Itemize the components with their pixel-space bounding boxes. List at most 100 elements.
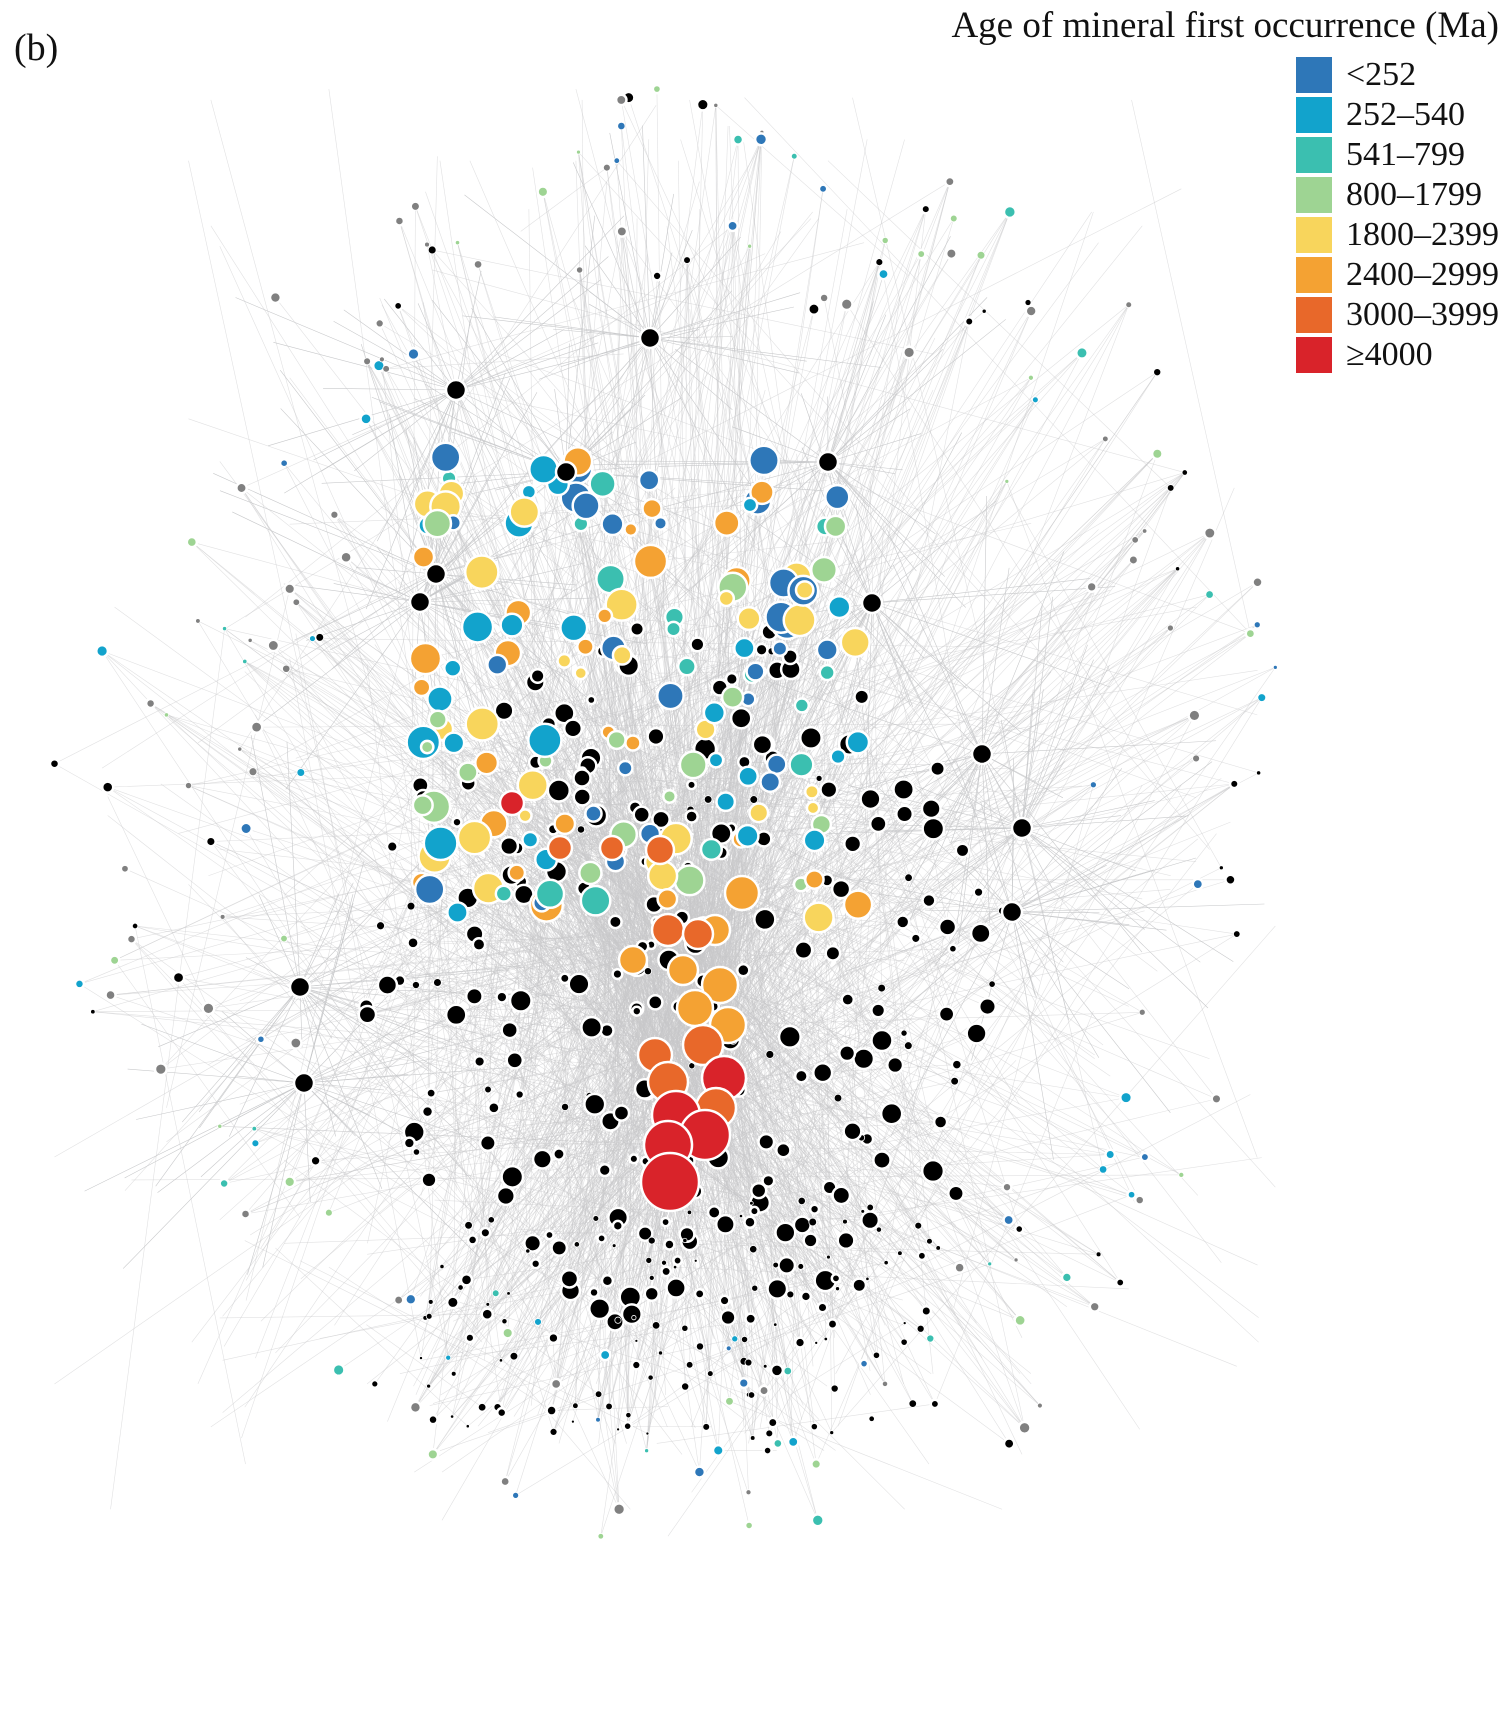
network-node	[1134, 1194, 1146, 1206]
network-edge	[494, 316, 651, 339]
network-node	[757, 1132, 776, 1151]
network-node	[725, 1397, 734, 1406]
network-node	[509, 1351, 519, 1361]
network-node	[693, 1287, 706, 1300]
network-node	[144, 697, 157, 710]
network-node	[643, 967, 652, 976]
network-node	[866, 1203, 874, 1212]
network-edge	[252, 771, 706, 1136]
network-edge	[157, 1082, 305, 1193]
network-node	[463, 554, 500, 591]
network-node	[411, 794, 434, 817]
network-node	[820, 293, 829, 302]
network-edge	[980, 801, 1013, 913]
network-node	[412, 1148, 421, 1156]
network-node	[830, 878, 852, 900]
network-node	[217, 1123, 223, 1129]
network-edge	[427, 377, 1032, 1258]
network-edge	[616, 160, 1210, 850]
network-edge	[649, 337, 754, 489]
network-edge	[178, 977, 631, 1510]
network-node	[802, 1232, 819, 1249]
network-node	[408, 641, 443, 676]
network-node	[639, 1151, 701, 1213]
network-node	[480, 1307, 495, 1321]
network-edge	[1011, 768, 1123, 913]
network-node	[775, 1141, 792, 1159]
network-node	[464, 986, 484, 1006]
network-node	[769, 1363, 785, 1378]
network-node	[404, 1292, 418, 1306]
network-node	[572, 787, 593, 807]
network-node	[845, 729, 871, 755]
network-edge	[871, 602, 977, 816]
network-edge	[422, 302, 487, 763]
network-edge	[455, 389, 686, 440]
network-edge	[295, 660, 565, 759]
network-edge	[551, 139, 905, 1411]
network-edge	[827, 433, 922, 463]
network-edge	[542, 191, 704, 765]
network-node	[920, 203, 932, 215]
network-edge	[827, 461, 917, 572]
network-node	[665, 1277, 687, 1299]
network-edge	[632, 508, 653, 961]
network-node	[419, 739, 435, 755]
network-edge	[557, 739, 617, 1250]
network-node	[678, 750, 708, 780]
network-node	[459, 1273, 474, 1287]
network-node	[851, 1277, 868, 1294]
network-node	[872, 1150, 892, 1170]
network-edge	[704, 126, 729, 749]
network-node	[572, 1402, 579, 1409]
network-edge	[602, 483, 707, 862]
network-edge	[621, 231, 706, 662]
network-node	[424, 562, 448, 586]
network-node	[444, 378, 468, 402]
network-edge	[981, 720, 1045, 755]
network-node	[656, 887, 679, 910]
network-node	[1032, 396, 1039, 404]
network-edge	[636, 938, 955, 1366]
network-node	[937, 1005, 956, 1024]
network-node	[877, 267, 890, 281]
network-edge	[511, 225, 733, 804]
network-node	[793, 940, 814, 961]
network-node	[802, 828, 827, 853]
network-node	[799, 1290, 813, 1303]
network-edge	[575, 88, 733, 680]
network-node	[629, 621, 646, 638]
network-edge	[1021, 800, 1155, 829]
network-edge	[741, 892, 833, 1325]
network-edge	[905, 753, 983, 930]
network-edge	[263, 601, 421, 722]
network-edge	[528, 253, 952, 954]
network-edge	[219, 490, 437, 575]
network-edge	[855, 504, 873, 604]
network-edge	[399, 861, 543, 1160]
network-node	[48, 757, 61, 770]
network-node	[749, 1435, 756, 1441]
network-edge	[697, 644, 716, 931]
network-edge	[1021, 827, 1201, 963]
network-edge	[838, 753, 983, 795]
network-edge	[462, 315, 651, 339]
network-node	[765, 1429, 774, 1438]
network-node	[426, 1383, 432, 1389]
network-node	[1253, 621, 1261, 629]
network-edge	[981, 753, 1143, 953]
network-edge	[244, 671, 1025, 1429]
network-node	[309, 1154, 322, 1167]
network-edge	[952, 697, 1263, 1197]
network-edge	[188, 160, 449, 1358]
network-node	[466, 1234, 479, 1246]
network-node	[954, 842, 971, 859]
network-edge	[715, 783, 1235, 1109]
network-node	[219, 914, 226, 920]
network-node	[204, 835, 217, 848]
network-edge	[222, 1156, 1145, 1361]
network-node	[833, 1093, 843, 1103]
network-edge	[577, 737, 663, 1073]
network-node	[935, 1245, 941, 1251]
network-node	[393, 215, 406, 227]
